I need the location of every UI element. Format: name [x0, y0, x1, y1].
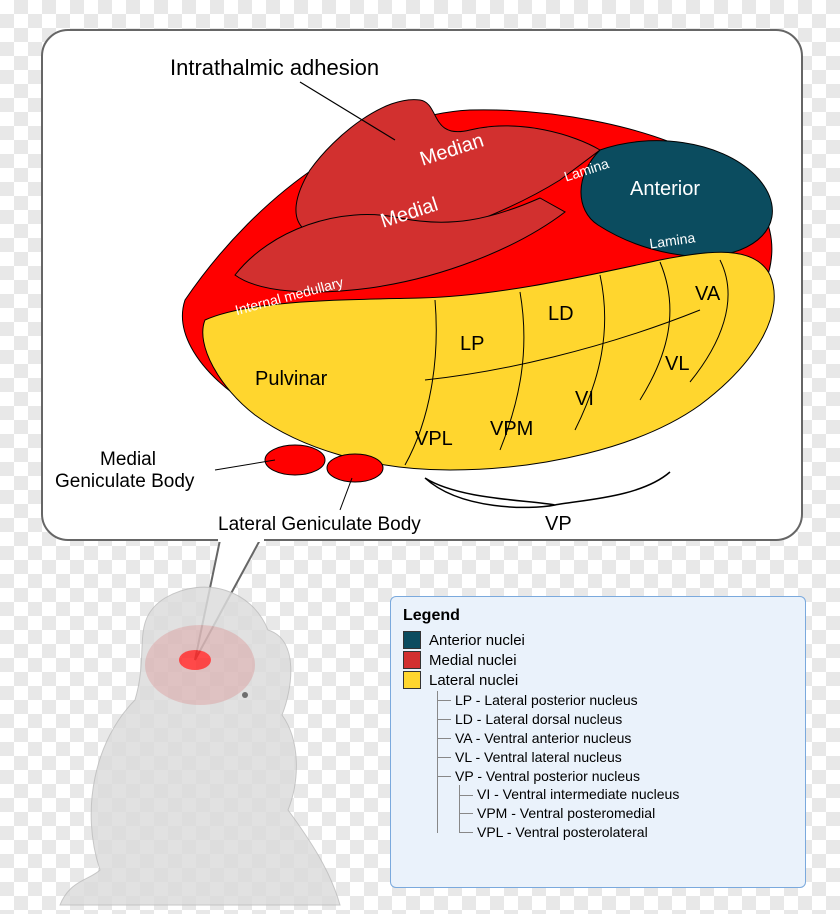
label-lp: LP: [460, 333, 484, 355]
legend-item: Lateral nuclei: [403, 671, 793, 689]
legend-subitem: LD - Lateral dorsal nucleus: [437, 710, 793, 729]
head-illustration: [60, 587, 340, 905]
label-vpl: VPL: [415, 428, 453, 450]
legend-swatch: [403, 671, 421, 689]
legend-subitem: VL - Ventral lateral nucleus: [437, 748, 793, 767]
legend-label: Medial nuclei: [429, 652, 517, 669]
label-ld: LD: [548, 303, 574, 325]
lateral-geniculate-body: [327, 454, 383, 482]
legend-subitem: VPM - Ventral posteromedial: [459, 804, 793, 823]
label-vpm: VPM: [490, 418, 533, 440]
legend-subitem: VP - Ventral posterior nucleus: [437, 767, 793, 786]
legend-swatch: [403, 631, 421, 649]
legend-title: Legend: [403, 607, 793, 625]
legend-label: Anterior nuclei: [429, 632, 525, 649]
legend-subitem: VA - Ventral anterior nucleus: [437, 729, 793, 748]
legend-subitem: LP - Lateral posterior nucleus: [437, 691, 793, 710]
legend-item: Medial nuclei: [403, 651, 793, 669]
label-mgb-line2: Geniculate Body: [55, 471, 195, 492]
legend-subitem: VPL - Ventral posterolateral: [459, 823, 793, 842]
legend-box: Legend Anterior nuclei Medial nuclei Later…: [390, 596, 806, 888]
legend-subitem: VI - Ventral intermediate nucleus: [459, 785, 793, 804]
thalamus-location-marker: [179, 650, 211, 670]
label-pulvinar: Pulvinar: [255, 368, 328, 390]
label-vp: VP: [545, 513, 572, 535]
label-anterior: Anterior: [630, 178, 700, 200]
legend-label: Lateral nuclei: [429, 672, 518, 689]
legend-swatch: [403, 651, 421, 669]
label-vi: VI: [575, 388, 594, 410]
legend-item: Anterior nuclei: [403, 631, 793, 649]
label-vl: VL: [665, 353, 689, 375]
label-title: Intrathalmic adhesion: [170, 55, 379, 80]
label-va: VA: [695, 283, 721, 305]
label-mgb-line1: Medial: [100, 449, 156, 470]
label-lgb: Lateral Geniculate Body: [218, 514, 421, 535]
